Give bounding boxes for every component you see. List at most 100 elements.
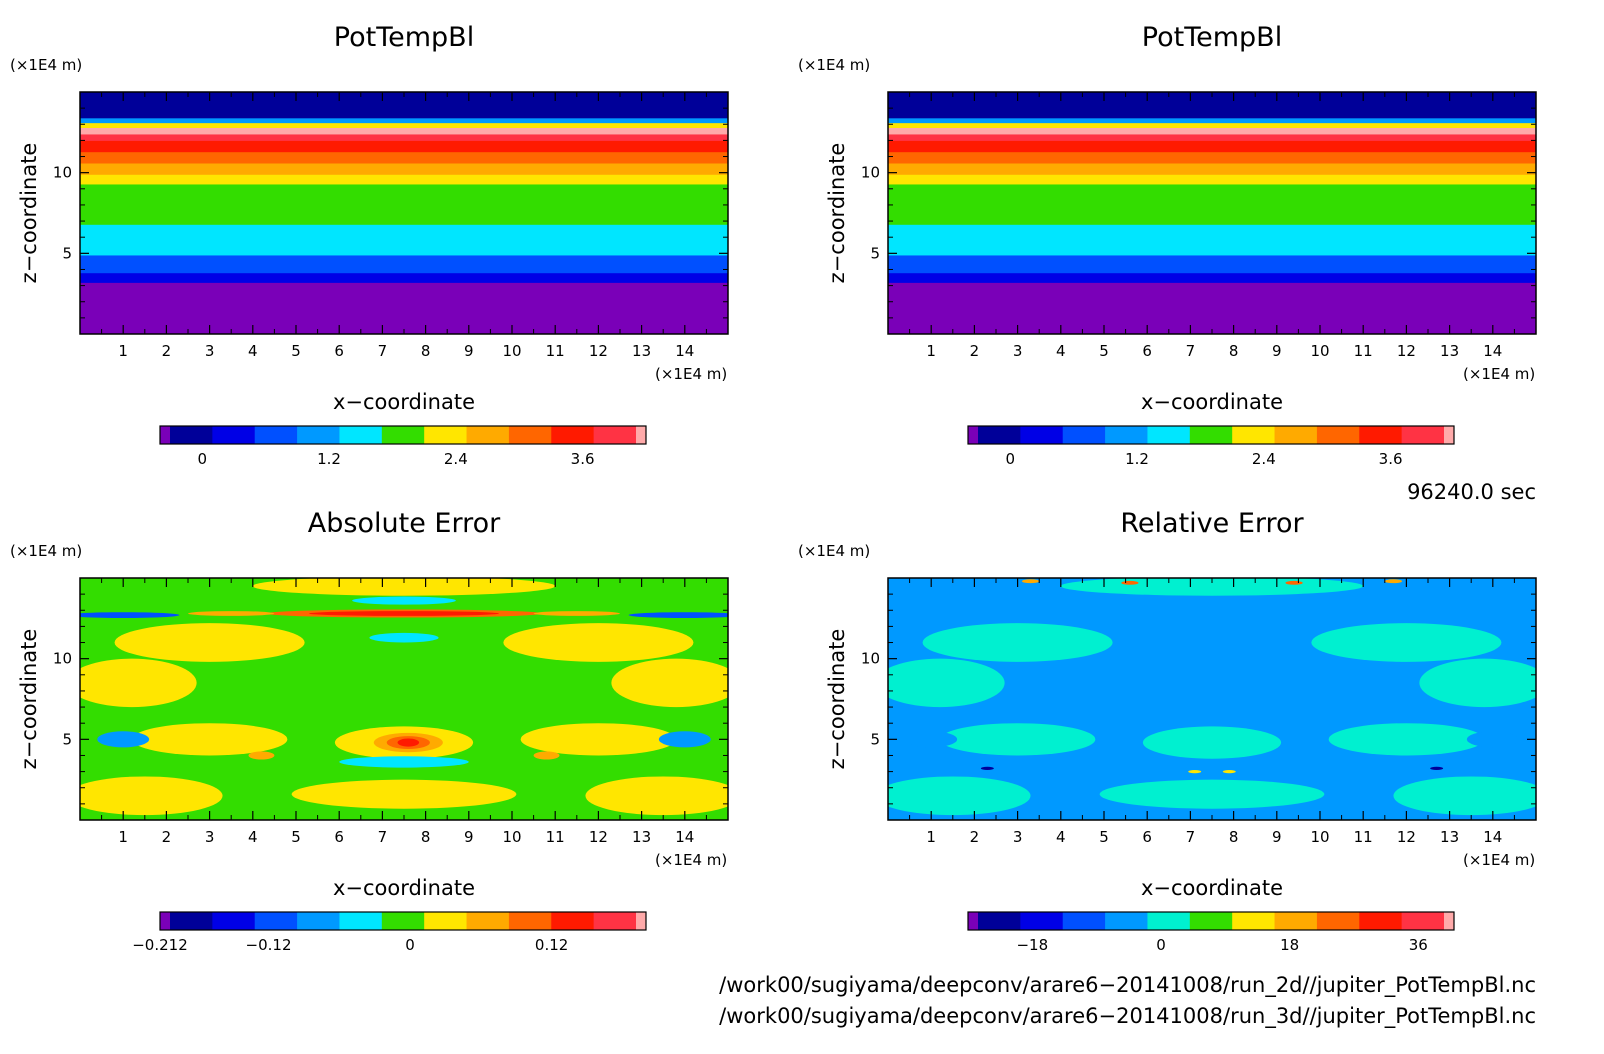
y-tick-label: 5 <box>870 244 880 262</box>
contour-patch <box>248 751 275 760</box>
panel-title: PotTempBl <box>1142 22 1282 53</box>
contour-patch <box>1188 769 1202 774</box>
contour-patch <box>1285 580 1303 585</box>
colorbar-swatch <box>1444 912 1455 930</box>
x-tick-label: 2 <box>970 342 980 360</box>
x-tick-label: 11 <box>1354 828 1373 846</box>
x-tick-label: 12 <box>1397 342 1416 360</box>
contour-band <box>80 117 728 124</box>
x-tick-label: 4 <box>1056 342 1066 360</box>
panel-pottempbl-2d: PotTempBl (×1E4 m) 1 2 3 4 5 6 7 8 9 10 11 12 13 14 5… <box>10 22 729 468</box>
colorbar-swatch <box>1444 426 1455 444</box>
colorbar-swatch <box>1401 912 1445 930</box>
contour-band <box>888 282 1536 334</box>
x-tick-label: 9 <box>464 828 474 846</box>
colorbar-frame <box>159 911 647 931</box>
x-tick-label: 7 <box>378 342 388 360</box>
x-axis-label: x−coordinate <box>1141 876 1283 900</box>
colorbar-swatch <box>1316 912 1360 930</box>
contour-patch <box>628 612 728 619</box>
contour-patch <box>503 623 694 662</box>
x-tick-label: 13 <box>1440 828 1459 846</box>
x-tick-label: 10 <box>1310 342 1329 360</box>
x-tick-label: 14 <box>1483 342 1502 360</box>
x-tick-label: 6 <box>334 342 344 360</box>
y-unit-label: (×1E4 m) <box>798 542 870 560</box>
colorbar-swatch <box>1316 426 1360 444</box>
contour-patch <box>1121 580 1139 585</box>
contour-patch <box>339 756 469 768</box>
contour-patch <box>1466 731 1519 748</box>
contour-band <box>80 133 728 141</box>
y-tick-label: 10 <box>53 650 72 668</box>
y-axis-label: z−coordinate <box>17 143 41 284</box>
colorbar-tick-label: −0.12 <box>246 936 292 954</box>
contour-patch <box>188 611 275 616</box>
contour-band <box>888 140 1536 153</box>
colorbar-swatch <box>170 912 213 930</box>
x-tick-label: 12 <box>589 342 608 360</box>
x-tick-label: 8 <box>1229 828 1239 846</box>
y-tick-label: 5 <box>62 730 72 748</box>
colorbar-swatch <box>424 912 467 930</box>
colorbar-tick-label: 0 <box>197 450 207 468</box>
contour-band <box>80 140 728 153</box>
contour-patch <box>1393 776 1536 816</box>
contour-plot <box>80 92 728 334</box>
panel-relative-error: Relative Error (×1E4 m) 1 2 3 4 5 6 7 8 9 10 11 12 1… <box>798 508 1537 954</box>
colorbar-tick-label: 1.2 <box>317 450 341 468</box>
contour-band <box>80 151 728 164</box>
colorbar-swatch <box>968 912 979 930</box>
colorbar-swatch <box>1062 912 1106 930</box>
x-tick-label: 5 <box>291 342 301 360</box>
y-tick-label: 5 <box>62 244 72 262</box>
colorbar-tick-label: −18 <box>1016 936 1048 954</box>
y-tick-label: 5 <box>870 730 880 748</box>
x-tick-label: 11 <box>546 342 565 360</box>
panel-absolute-error: Absolute Error (×1E4 m) 1 2 3 4 5 6 7 8 9 10 11 12 1… <box>10 508 729 954</box>
colorbar-tick-label: 1.2 <box>1125 450 1149 468</box>
y-unit-label: (×1E4 m) <box>10 56 82 74</box>
colorbar-swatch <box>254 426 298 444</box>
y-axis-label: z−coordinate <box>825 143 849 284</box>
contour-patch <box>1384 579 1403 584</box>
colorbar-swatch <box>339 912 383 930</box>
contour-patch <box>533 611 620 616</box>
file-path-3d: /work00/sugiyama/deepconv/arare6−2014100… <box>719 1004 1536 1029</box>
x-axis-label: x−coordinate <box>333 390 475 414</box>
x-tick-label: 7 <box>1186 828 1196 846</box>
colorbar-swatch <box>508 912 552 930</box>
x-tick-label: 10 <box>502 828 521 846</box>
contour-patch <box>905 731 958 748</box>
y-unit-label: (×1E4 m) <box>798 56 870 74</box>
panel-title: Relative Error <box>1120 508 1304 539</box>
colorbar-swatch <box>466 426 510 444</box>
y-ticks: 5 10 <box>861 593 1536 805</box>
x-ticks: 1 2 3 4 5 6 7 8 9 10 11 12 13 14 <box>101 92 707 360</box>
x-tick-label: 7 <box>378 828 388 846</box>
x-tick-label: 4 <box>1056 828 1066 846</box>
colorbar-swatch <box>297 912 340 930</box>
contour-patch <box>520 723 677 756</box>
colorbar-swatch <box>212 426 256 444</box>
x-tick-label: 8 <box>421 828 431 846</box>
y-tick-label: 10 <box>53 164 72 182</box>
colorbar-swatch <box>1105 426 1148 444</box>
contour-patch <box>80 776 223 816</box>
colorbar-swatch <box>1147 426 1191 444</box>
colorbar-swatch <box>1359 912 1403 930</box>
colorbar-swatch <box>1274 426 1318 444</box>
x-tick-label: 13 <box>1440 342 1459 360</box>
colorbar-tick-label: −0.212 <box>132 936 188 954</box>
x-tick-label: 12 <box>589 828 608 846</box>
contour-band <box>888 127 1536 135</box>
colorbar-swatch <box>636 912 647 930</box>
colorbar-swatch <box>170 426 213 444</box>
colorbar-swatch <box>1232 912 1275 930</box>
colorbar-swatch <box>1232 426 1275 444</box>
contour-band <box>80 122 728 128</box>
colorbar-swatch <box>1274 912 1318 930</box>
colorbar: 0 1.2 2.4 3.6 <box>967 425 1455 468</box>
contour-band <box>80 127 728 135</box>
colorbar-swatch <box>1020 426 1064 444</box>
